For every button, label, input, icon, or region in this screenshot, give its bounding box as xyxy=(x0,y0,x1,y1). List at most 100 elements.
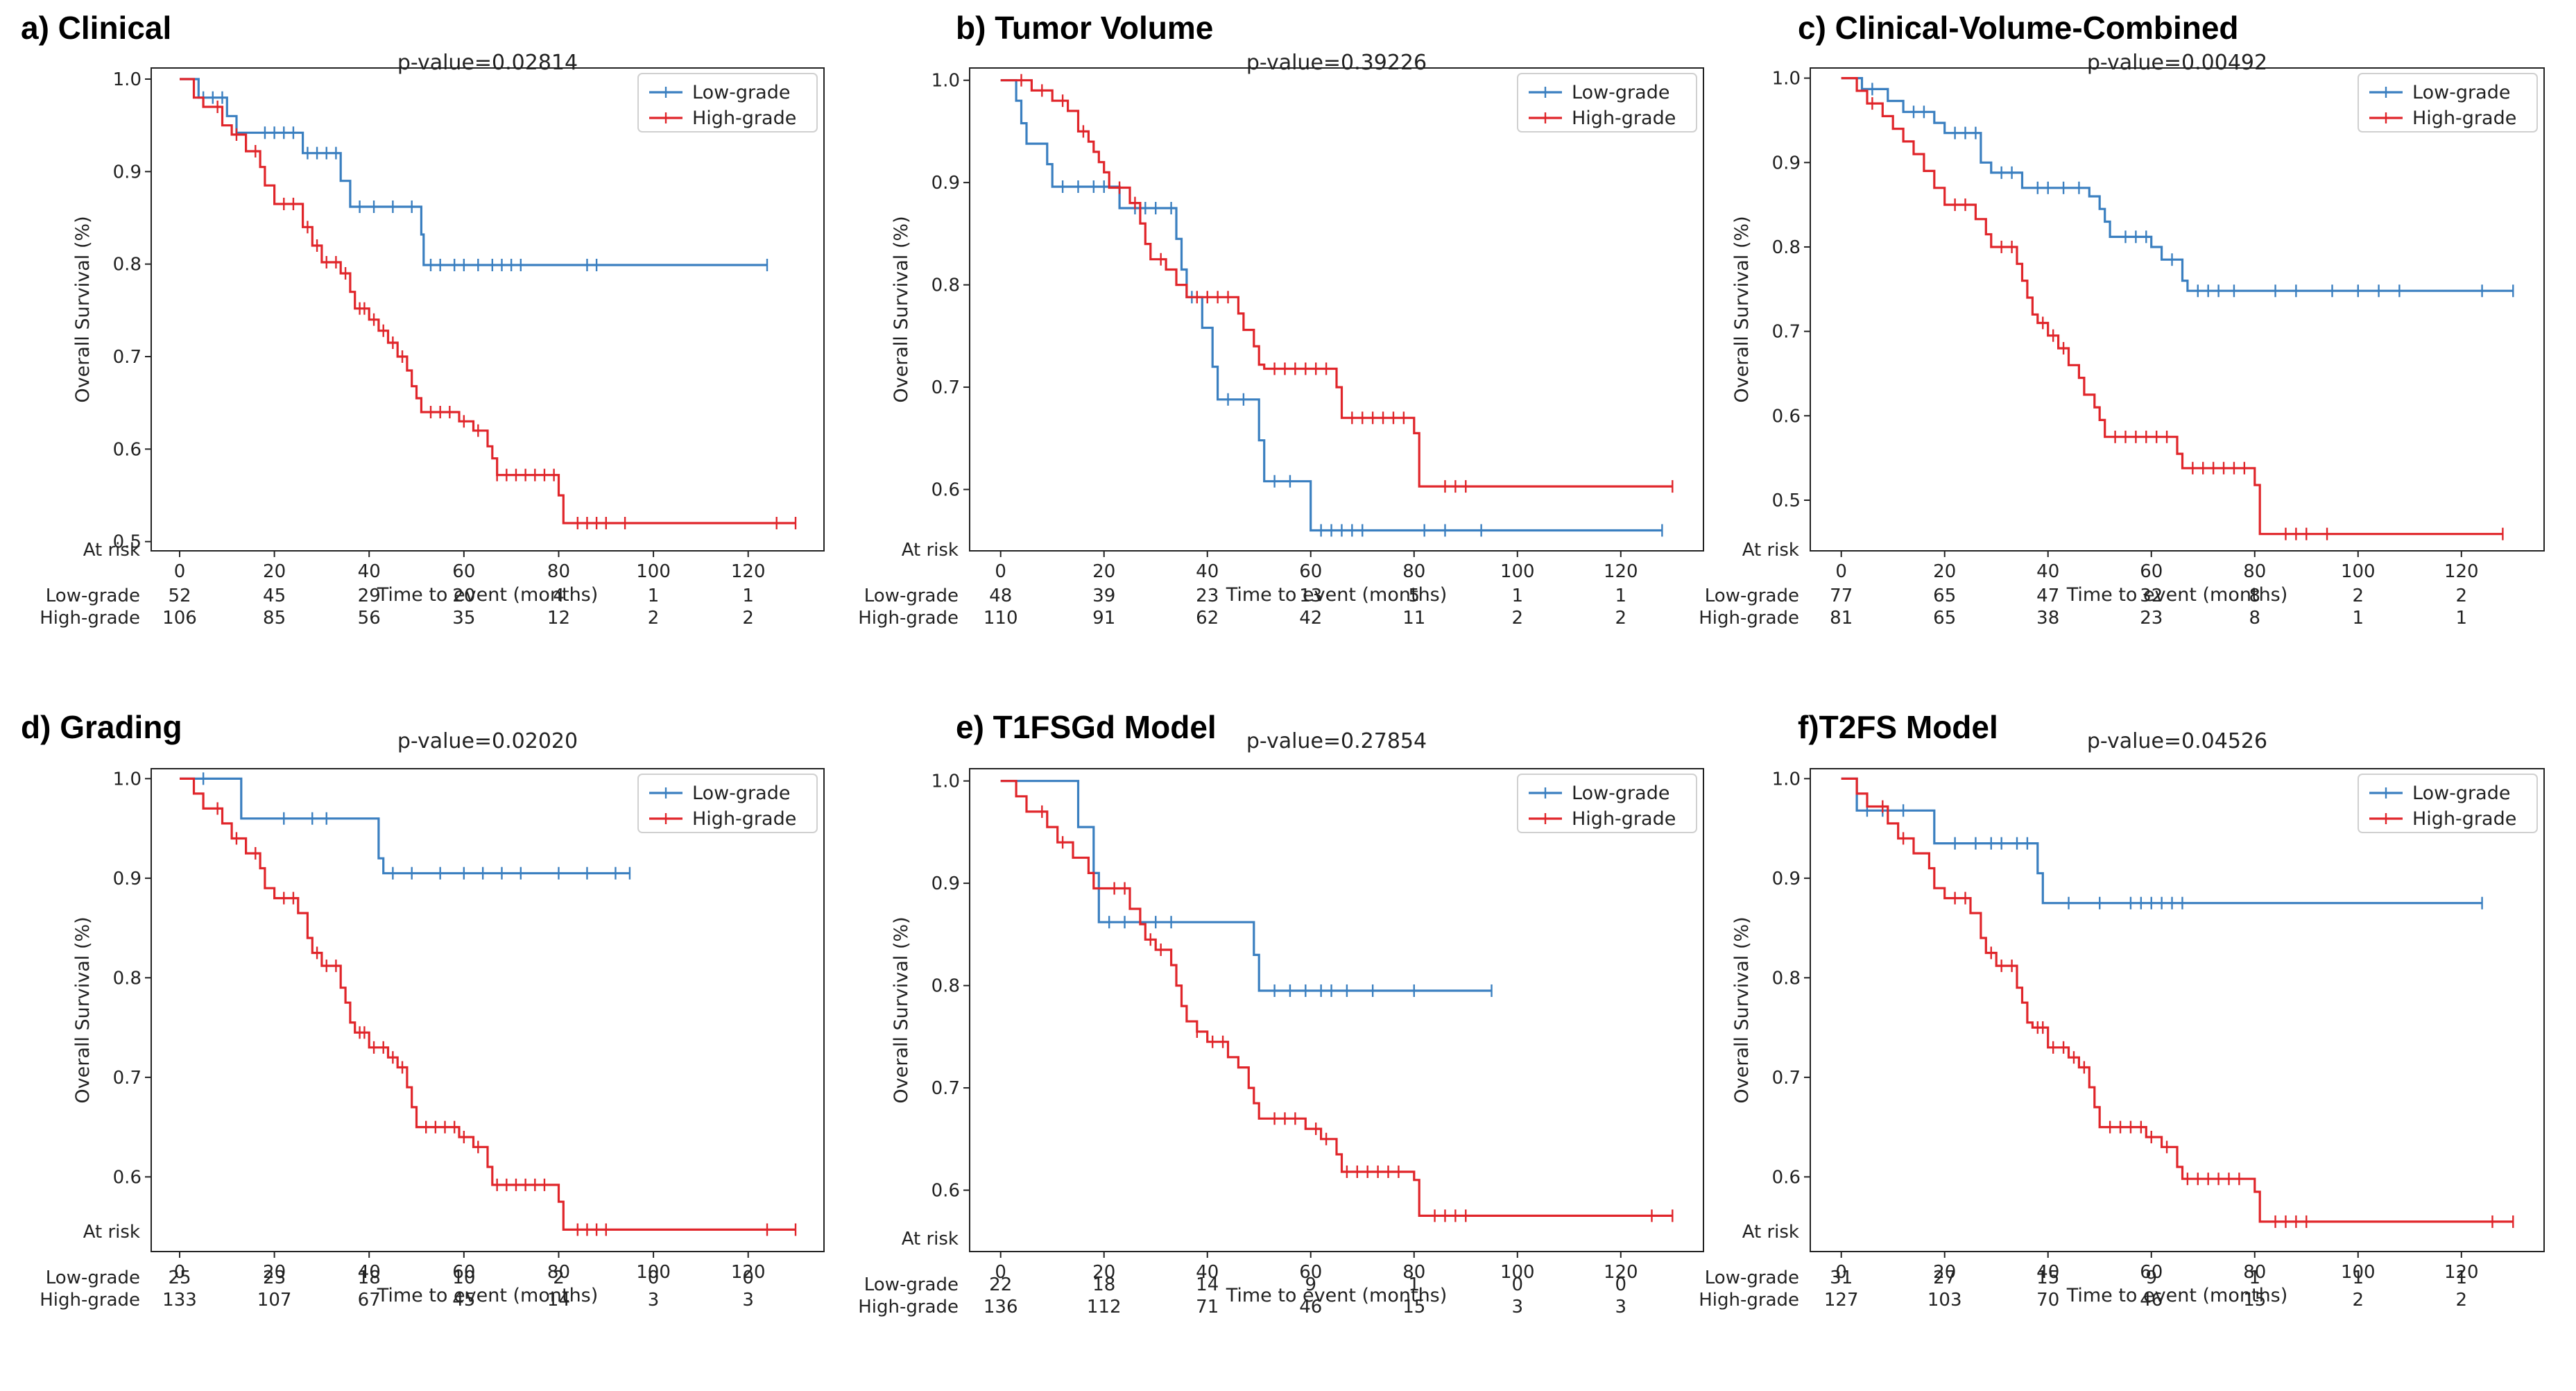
legend-box xyxy=(637,73,818,133)
at-risk-row-label: High-grade xyxy=(1699,1290,1799,1311)
legend-label: High-grade xyxy=(2412,108,2516,129)
at-risk-count-high: 15 xyxy=(2243,1290,2266,1311)
y-tick-label: 0.6 xyxy=(1772,1167,1801,1188)
panel-title: c) Clinical-Volume-Combined xyxy=(1798,10,2239,46)
y-tick-label: 0.5 xyxy=(113,532,141,553)
at-risk-count-high: 38 xyxy=(2036,608,2059,629)
at-risk-count-high: 11 xyxy=(1402,608,1425,629)
at-risk-count-low: 0 xyxy=(1615,1274,1627,1295)
y-axis-label: Overall Survival (%) xyxy=(891,216,912,402)
y-tick-label: 0.6 xyxy=(113,1167,141,1188)
x-tick-label: 80 xyxy=(547,1262,570,1283)
at-risk-header: At risk xyxy=(1742,540,1799,561)
legend-label: Low-grade xyxy=(692,783,790,804)
p-value-label: p-value=0.02814 xyxy=(397,51,578,75)
y-tick-label: 0.9 xyxy=(931,873,960,894)
at-risk-count-high: 46 xyxy=(1299,1297,1322,1317)
at-risk-count-high: 106 xyxy=(162,608,197,629)
legend-label: Low-grade xyxy=(1572,783,1669,804)
panel-title: b) Tumor Volume xyxy=(956,10,1213,46)
x-tick-label: 0 xyxy=(174,561,186,582)
x-tick-label: 60 xyxy=(452,1262,475,1283)
at-risk-count-high: 23 xyxy=(2140,608,2163,629)
at-risk-count-high: 14 xyxy=(547,1290,570,1311)
at-risk-count-high: 91 xyxy=(1092,608,1115,629)
at-risk-count-high: 2 xyxy=(742,608,754,629)
at-risk-count-low: 10 xyxy=(452,1268,475,1288)
legend-box xyxy=(637,774,818,833)
legend-label: High-grade xyxy=(1572,808,1676,830)
at-risk-count-high: 35 xyxy=(452,608,475,629)
y-axis-label: Overall Survival (%) xyxy=(1731,916,1753,1103)
x-axis-label: Time to event (months) xyxy=(377,1285,599,1306)
survival-curve-high xyxy=(180,78,796,524)
x-tick-label: 20 xyxy=(263,1262,286,1283)
at-risk-count-high: 3 xyxy=(742,1290,754,1311)
x-tick-label: 80 xyxy=(2243,561,2266,582)
survival-curve-high xyxy=(1000,79,1673,488)
at-risk-header: At risk xyxy=(83,1222,140,1243)
x-tick-label: 20 xyxy=(1933,561,1956,582)
x-tick-label: 0 xyxy=(995,1262,1006,1283)
at-risk-row-label: Low-grade xyxy=(864,586,959,606)
at-risk-count-low: 1 xyxy=(2353,1268,2364,1288)
plot-frame xyxy=(151,67,825,552)
y-tick-label: 0.6 xyxy=(113,439,141,460)
at-risk-count-low: 0 xyxy=(648,1268,660,1288)
plot-frame xyxy=(151,768,825,1252)
y-tick-label: 0.9 xyxy=(113,162,141,182)
at-risk-count-low: 25 xyxy=(168,1268,191,1288)
x-tick-label: 80 xyxy=(2243,1262,2266,1283)
y-tick-label: 0.8 xyxy=(1772,968,1801,989)
at-risk-count-low: 47 xyxy=(2036,586,2059,606)
at-risk-row-label: High-grade xyxy=(858,608,959,629)
y-tick-label: 0.7 xyxy=(113,347,141,368)
at-risk-count-high: 65 xyxy=(1933,608,1956,629)
at-risk-count-low: 23 xyxy=(1196,586,1219,606)
y-axis-label: Overall Survival (%) xyxy=(72,916,94,1103)
x-tick-label: 40 xyxy=(2036,1262,2059,1283)
legend-label: High-grade xyxy=(1572,108,1676,129)
y-axis-label: Overall Survival (%) xyxy=(72,216,94,402)
x-tick-label: 0 xyxy=(1835,561,1847,582)
x-tick-label: 0 xyxy=(174,1262,186,1283)
at-risk-header: At risk xyxy=(902,1229,959,1249)
at-risk-count-low: 39 xyxy=(1092,586,1115,606)
at-risk-count-high: 127 xyxy=(1824,1290,1859,1311)
km-panel-2: b) Tumor Volume p-value=0.39226 0 20 40 60 80 1… xyxy=(858,10,1704,629)
at-risk-count-low: 8 xyxy=(2249,586,2260,606)
at-risk-count-low: 77 xyxy=(1830,586,1853,606)
y-tick-label: 1.0 xyxy=(113,69,141,90)
y-tick-label: 1.0 xyxy=(1772,69,1801,89)
at-risk-row-label: Low-grade xyxy=(864,1274,959,1295)
x-tick-label: 60 xyxy=(452,561,475,582)
at-risk-count-high: 3 xyxy=(1615,1297,1627,1317)
at-risk-count-low: 1 xyxy=(1615,586,1627,606)
legend-box xyxy=(2358,73,2538,133)
at-risk-count-low: 15 xyxy=(2036,1268,2059,1288)
x-axis-label: Time to event (months) xyxy=(377,584,599,606)
legend-box xyxy=(1517,73,1697,133)
at-risk-count-low: 1 xyxy=(2456,1268,2468,1288)
at-risk-count-low: 27 xyxy=(1933,1268,1956,1288)
y-tick-label: 0.8 xyxy=(113,255,141,275)
p-value-label: p-value=0.00492 xyxy=(2087,51,2267,75)
p-value-label: p-value=0.04526 xyxy=(2087,729,2267,753)
at-risk-count-low: 1 xyxy=(2249,1268,2260,1288)
x-tick-label: 100 xyxy=(1500,1262,1535,1283)
at-risk-count-high: 8 xyxy=(2249,608,2260,629)
at-risk-count-high: 71 xyxy=(1196,1297,1219,1317)
p-value-label: p-value=0.02020 xyxy=(397,729,578,753)
at-risk-count-low: 1 xyxy=(1512,586,1524,606)
plot-frame xyxy=(1810,768,2545,1252)
x-tick-label: 60 xyxy=(1299,1262,1322,1283)
y-axis-label: Overall Survival (%) xyxy=(1731,216,1753,402)
y-tick-label: 1.0 xyxy=(1772,769,1801,790)
y-tick-label: 0.7 xyxy=(113,1068,141,1089)
at-risk-count-high: 15 xyxy=(1402,1297,1425,1317)
plot-frame xyxy=(969,768,1704,1252)
at-risk-count-high: 1 xyxy=(2456,608,2468,629)
y-axis-label: Overall Survival (%) xyxy=(891,916,912,1103)
